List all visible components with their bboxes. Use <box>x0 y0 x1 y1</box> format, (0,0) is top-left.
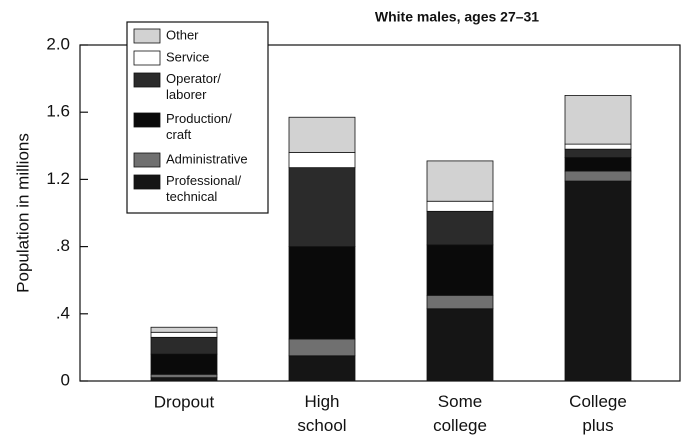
bar-segment <box>288 152 356 169</box>
plot-frame <box>79 44 681 382</box>
bar-segment <box>150 373 218 379</box>
x-tick-label: Some college <box>433 392 487 435</box>
bar-segment <box>426 200 494 212</box>
bar-segment <box>150 377 218 382</box>
legend-label: Professional/technical <box>166 173 242 204</box>
x-tick-label: High school <box>297 392 346 435</box>
bar-segment <box>426 244 494 296</box>
y-axis-label: Population in millions <box>13 133 32 293</box>
bar-segment <box>564 143 632 150</box>
bar-segment <box>288 167 356 247</box>
legend-swatch <box>133 72 161 88</box>
bar-segment <box>150 353 218 375</box>
bar-segment <box>150 326 218 333</box>
bar-segment <box>426 308 494 382</box>
y-tick-label: .4 <box>56 303 70 322</box>
bar-segment <box>426 210 494 246</box>
chart-title: White males, ages 27–31 <box>375 9 539 25</box>
legend-label: Operator/laborer <box>166 71 221 102</box>
bar-segment <box>426 294 494 310</box>
bar-segment <box>564 170 632 182</box>
y-tick-label: 0 <box>61 370 70 389</box>
bar-segment <box>564 180 632 382</box>
y-tick-label: 1.2 <box>46 169 70 188</box>
bar-segment <box>426 160 494 202</box>
bar-segment <box>564 157 632 172</box>
bar-segment <box>288 355 356 382</box>
bar-segment <box>288 338 356 357</box>
y-tick-label: 2.0 <box>46 34 70 53</box>
legend-swatch <box>133 50 161 66</box>
legend-label: Administrative <box>166 151 248 166</box>
legend-label: Production/craft <box>166 111 232 142</box>
legend-label: Other <box>166 27 199 42</box>
bar-segment <box>564 148 632 158</box>
y-tick-label: .8 <box>56 236 70 255</box>
legend: Other Service Operator/laborer Production/c… <box>126 21 269 214</box>
legend-swatch <box>133 152 161 168</box>
x-tick-label: College plus <box>569 392 627 435</box>
bar-segment <box>288 116 356 153</box>
x-tick-label: Dropout <box>154 392 215 411</box>
y-tick-label: 1.6 <box>46 102 70 121</box>
legend-swatch <box>133 28 161 44</box>
bar-segment <box>564 95 632 145</box>
bar-segment <box>288 246 356 340</box>
legend-swatch <box>133 174 161 190</box>
legend-label: Service <box>166 49 209 64</box>
bar-segment <box>150 331 218 338</box>
legend-swatch <box>133 112 161 128</box>
bar-segment <box>150 336 218 355</box>
